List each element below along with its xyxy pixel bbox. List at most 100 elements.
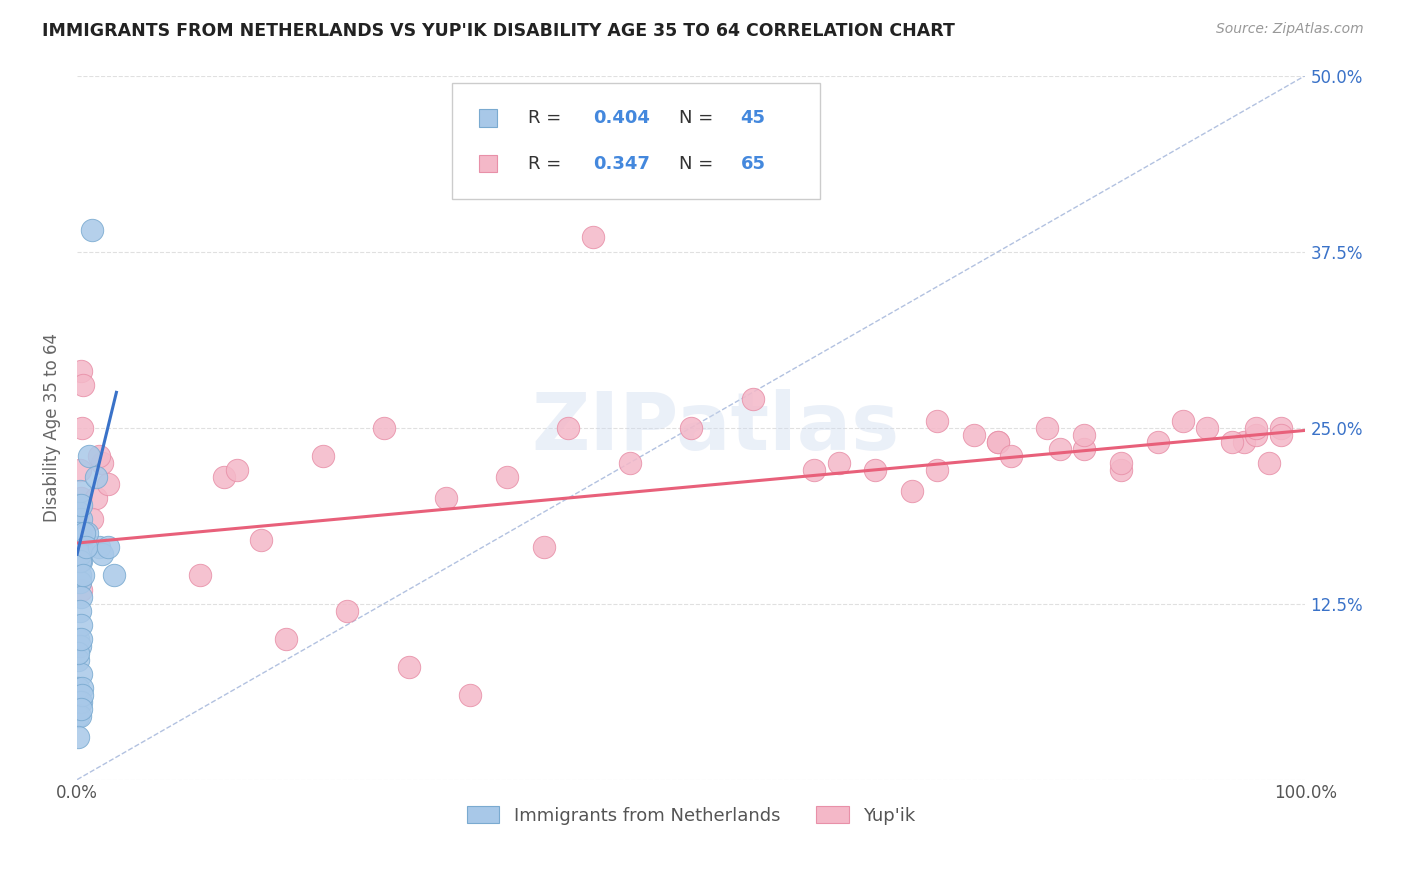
Point (533, 541, 555, 555)
Point (803, 463, 825, 477)
Point (69, 639, 91, 653)
Point (90, 456, 112, 470)
Point (1171, 413, 1194, 427)
Text: N =: N = (679, 109, 724, 127)
Point (67, 498, 90, 512)
Point (1109, 463, 1132, 477)
Point (69, 541, 91, 555)
Point (67, 632, 90, 646)
Point (1257, 456, 1279, 470)
Point (69, 590, 91, 604)
Point (274, 632, 297, 646)
Legend: Immigrants from Netherlands, Yup'ik: Immigrants from Netherlands, Yup'ik (458, 797, 925, 834)
Point (67, 681, 90, 695)
Point (987, 434, 1010, 449)
Point (496, 470, 519, 484)
Text: R =: R = (527, 109, 572, 127)
Point (250, 533, 273, 548)
Point (69, 491, 91, 505)
Point (1073, 427, 1095, 442)
Point (1049, 442, 1071, 456)
Point (1147, 434, 1170, 449)
Point (69, 667, 91, 681)
Point (80, 512, 103, 526)
Point (865, 463, 887, 477)
FancyBboxPatch shape (451, 83, 820, 199)
Text: ZIPatlas: ZIPatlas (531, 389, 900, 467)
Point (1109, 456, 1132, 470)
Point (188, 568, 211, 582)
Point (90, 547, 112, 561)
Point (69, 568, 91, 582)
Point (925, 463, 948, 477)
Point (214, 470, 236, 484)
Point (1270, 420, 1292, 434)
Point (69, 702, 91, 716)
Point (69, 632, 91, 646)
Point (69, 547, 91, 561)
Point (963, 427, 986, 442)
Point (717, 139, 740, 153)
Point (73, 526, 96, 541)
Point (97, 541, 120, 555)
Point (69, 526, 91, 541)
Point (681, 420, 703, 434)
Point (97, 476, 120, 491)
Point (67, 653, 90, 667)
Point (557, 420, 579, 434)
Point (76, 526, 98, 541)
Point (312, 449, 335, 463)
Point (69, 541, 91, 555)
Point (67, 709, 90, 723)
Point (69, 604, 91, 618)
Point (67, 731, 90, 745)
Point (67, 512, 90, 526)
Point (741, 392, 763, 407)
Point (69, 695, 91, 709)
Point (69, 695, 91, 709)
Point (225, 463, 247, 477)
Point (69, 554, 91, 568)
Point (69, 582, 91, 597)
Point (336, 604, 359, 618)
Point (79, 449, 101, 463)
Point (89, 541, 111, 555)
Text: 0.404: 0.404 (593, 109, 650, 127)
Point (69, 541, 91, 555)
Point (619, 456, 641, 470)
Point (69, 554, 91, 568)
Point (72, 378, 94, 392)
Point (1246, 427, 1268, 442)
Point (1036, 420, 1059, 434)
Point (1000, 449, 1022, 463)
Point (69, 575, 91, 590)
Point (69, 483, 91, 498)
Point (67, 526, 90, 541)
Text: Source: ZipAtlas.com: Source: ZipAtlas.com (1216, 22, 1364, 37)
Point (434, 491, 457, 505)
Text: 0.347: 0.347 (593, 154, 650, 172)
Point (398, 660, 420, 674)
Point (1233, 434, 1256, 449)
Point (80, 223, 103, 237)
Point (69, 526, 91, 541)
Point (69, 512, 91, 526)
Text: R =: R = (527, 154, 572, 172)
Point (84, 470, 107, 484)
Text: 65: 65 (741, 154, 765, 172)
Point (458, 688, 481, 702)
Point (67, 646, 90, 660)
Point (67, 505, 90, 519)
Point (69, 547, 91, 561)
Point (69, 554, 91, 568)
Point (67, 526, 90, 541)
Point (1246, 420, 1268, 434)
Point (1197, 420, 1219, 434)
Text: 45: 45 (741, 109, 765, 127)
Point (925, 413, 948, 427)
Point (373, 420, 395, 434)
Text: N =: N = (679, 154, 724, 172)
Point (1073, 442, 1095, 456)
Point (69, 463, 91, 477)
Point (84, 491, 107, 505)
